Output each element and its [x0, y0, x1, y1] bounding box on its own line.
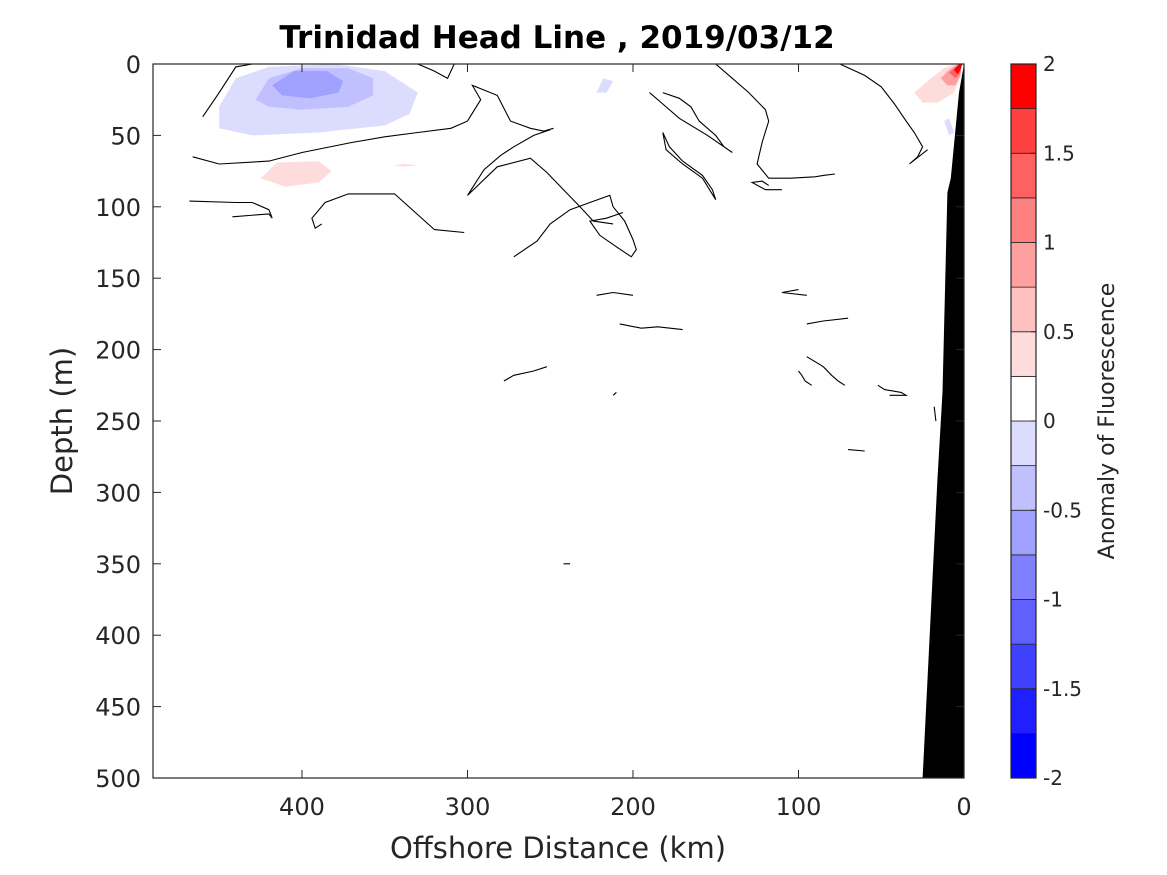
- y-tick-label: 300: [95, 479, 141, 507]
- contour-line-17: [806, 356, 846, 386]
- contour-line-18: [798, 370, 813, 386]
- colorbar-swatch: [1010, 375, 1037, 422]
- colorbar-tick-label: 0: [1043, 409, 1056, 433]
- contour-line-20: [848, 449, 865, 452]
- anomaly-patch-pos-speck: [462, 148, 484, 152]
- y-tick-label: 0: [126, 51, 141, 79]
- colorbar-swatch: [1010, 599, 1037, 645]
- colorbar-swatch: [1010, 63, 1037, 110]
- x-tick-label: 200: [610, 793, 656, 821]
- plot-area: [153, 64, 964, 778]
- contour-line-6: [649, 92, 733, 153]
- anomaly-patch-nearshore-pos4: [954, 64, 963, 74]
- colorbar: 2 1.5 1 0.5 0 -0.5 -1 -1.5 -2: [1010, 52, 1082, 790]
- y-tick-label: 350: [95, 551, 141, 579]
- colorbar-swatch: [1010, 554, 1037, 600]
- x-axis-label: Offshore Distance (km): [390, 831, 726, 865]
- colorbar-swatch: [1010, 197, 1037, 243]
- x-tick-label: 100: [776, 793, 822, 821]
- contour-line-13: [781, 289, 807, 296]
- y-tick-label: 250: [95, 408, 141, 436]
- contour-line-7: [662, 132, 717, 200]
- contour-line-12: [619, 323, 683, 331]
- colorbar-swatch: [1010, 732, 1037, 779]
- x-tick-label: 0: [956, 793, 971, 821]
- contour-line-14: [806, 317, 849, 325]
- y-tick-label: 450: [95, 694, 141, 722]
- x-tick-label: 300: [445, 793, 491, 821]
- colorbar-tick-label: 1.5: [1043, 141, 1075, 165]
- colorbar-tick-label: -1: [1043, 588, 1063, 612]
- y-tick-label: 400: [95, 622, 141, 650]
- colorbar-swatch: [1010, 152, 1037, 199]
- colorbar-swatch: [1010, 643, 1037, 690]
- contour-line-2: [467, 129, 614, 225]
- y-tick-label: 200: [95, 337, 141, 365]
- colorbar-swatch: [1010, 688, 1037, 734]
- colorbar-label: Anomaly of Fluorescence: [1095, 283, 1120, 560]
- plot-content: [153, 64, 964, 778]
- colorbar-swatch: [1010, 420, 1037, 467]
- contour-line-8: [715, 64, 835, 179]
- anomaly-patch-neg-speck: [596, 78, 614, 93]
- colorbar-tick-label: -0.5: [1043, 498, 1082, 522]
- colorbar-swatch: [1010, 242, 1037, 288]
- colorbar-tick-label: -2: [1043, 766, 1063, 790]
- anomaly-patch-neg-inner: [272, 71, 344, 99]
- bathymetry-seafloor: [919, 64, 964, 778]
- contour-line-9: [839, 64, 928, 165]
- y-axis-label: Depth (m): [45, 347, 79, 495]
- colorbar-swatch: [1010, 465, 1037, 511]
- contour-line-19: [877, 384, 909, 396]
- y-tick-label: 50: [110, 122, 141, 150]
- contour-line-5: [513, 194, 637, 258]
- y-tick-label: 100: [95, 194, 141, 222]
- y-tick-label: 150: [95, 265, 141, 293]
- colorbar-swatch: [1010, 509, 1037, 556]
- contour-line-11: [596, 291, 634, 296]
- y-tick-label: 500: [95, 765, 141, 793]
- contour-line-1: [192, 84, 554, 165]
- colorbar-swatch: [1010, 286, 1037, 333]
- contour-line-3: [311, 193, 465, 234]
- contour-line-10: [750, 180, 782, 191]
- contour-line-15: [503, 366, 548, 382]
- x-tick-label: 400: [279, 793, 325, 821]
- colorbar-tick-label: 1: [1043, 231, 1056, 255]
- anomaly-patch-pos-inner: [260, 161, 332, 187]
- colorbar-tick-label: 2: [1043, 52, 1056, 76]
- contour-line-0: [202, 64, 455, 118]
- contour-line-16: [612, 391, 617, 396]
- colorbar-tick-label: -1.5: [1043, 677, 1082, 701]
- colorbar-swatch: [1010, 331, 1037, 377]
- plot-axes: 400 300 200 100 0 0 50 100 150 200 250 300 350 400 450…: [95, 51, 971, 821]
- contour-line-21: [933, 406, 937, 422]
- colorbar-tick-label: 0.5: [1043, 320, 1075, 344]
- colorbar-swatch: [1010, 108, 1037, 154]
- anomaly-patch-pos-small: [393, 164, 418, 167]
- contour-line-4: [189, 200, 273, 219]
- anomaly-patch-nearshore-neg: [944, 118, 955, 136]
- chart-title: Trinidad Head Line , 2019/03/12: [279, 20, 834, 56]
